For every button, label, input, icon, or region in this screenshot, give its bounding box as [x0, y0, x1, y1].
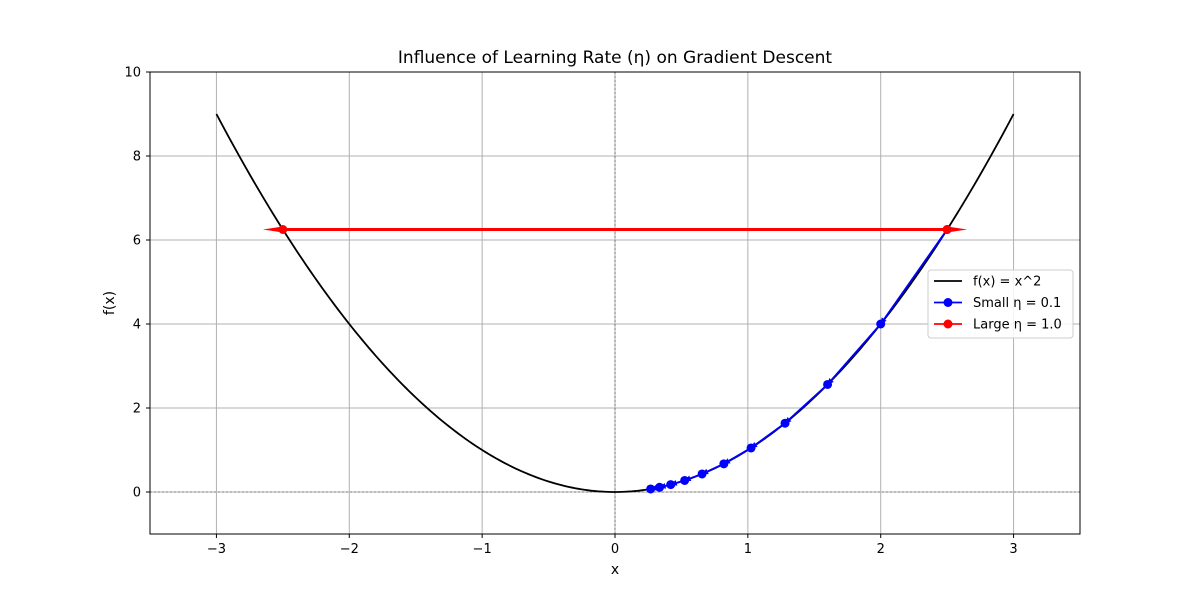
y-axis-label: f(x)	[102, 291, 118, 315]
x-tick-label: −2	[340, 542, 359, 557]
legend-box	[927, 269, 1074, 339]
step-arrow-head	[262, 226, 283, 233]
data-point	[823, 379, 833, 389]
legend-entry-1: Small η = 0.1	[934, 296, 1061, 311]
chart-title: Influence of Learning Rate (η) on Gradie…	[398, 48, 832, 68]
x-tick-label: 2	[877, 542, 885, 557]
step-arrow	[785, 383, 829, 424]
legend-marker	[943, 298, 953, 307]
data-point	[942, 225, 952, 234]
series-2	[262, 225, 968, 234]
legend-marker	[943, 319, 953, 329]
data-point	[655, 482, 665, 492]
y-tick-label: 10	[124, 66, 141, 81]
legend: f(x) = x^2 Small η = 0.1 Large η = 1.0	[927, 269, 1074, 339]
step-arrow	[827, 323, 882, 385]
legend-label: Small η = 0.1	[973, 296, 1061, 311]
series-line	[650, 228, 948, 490]
legend-entry-2: Large η = 1.0	[934, 318, 1062, 333]
data-point	[666, 480, 676, 490]
data-point	[780, 418, 790, 428]
x-tick-label: 0	[611, 542, 619, 557]
y-tick-label: 0	[133, 486, 141, 501]
x-tick-label: −3	[207, 542, 226, 557]
x-tick-label: −1	[473, 542, 492, 557]
data-point	[746, 443, 756, 453]
series-1	[646, 225, 952, 494]
data-point	[278, 225, 288, 234]
step-arrow	[751, 422, 786, 448]
legend-entry-0: f(x) = x^2	[934, 275, 1041, 290]
step-arrow	[282, 226, 968, 233]
y-tick-label: 4	[133, 318, 141, 333]
data-point	[719, 459, 729, 469]
y-tick-label: 2	[133, 402, 141, 417]
y-axis-ticks: 0 2 4 6 8 10	[124, 66, 150, 501]
data-point	[697, 469, 707, 479]
y-tick-label: 6	[133, 234, 141, 249]
step-arrow-shaft	[788, 383, 829, 420]
x-tick-label: 3	[1009, 542, 1017, 557]
x-axis-ticks: −3 −2 −1 0 1 2 3	[207, 534, 1018, 557]
data-point	[680, 475, 690, 485]
step-arrow	[723, 447, 752, 464]
x-tick-label: 1	[744, 542, 752, 557]
series-layer	[215, 113, 1015, 494]
data-point	[876, 319, 886, 329]
x-axis-label: x	[611, 562, 619, 578]
legend-label: f(x) = x^2	[973, 275, 1041, 290]
data-point	[646, 484, 656, 494]
y-tick-label: 8	[133, 150, 141, 165]
step-arrow-head	[947, 226, 968, 233]
legend-label: Large η = 1.0	[973, 318, 1062, 333]
step-arrow-shaft	[830, 323, 882, 381]
step-arrow-shaft	[755, 422, 786, 446]
step-arrow-shaft	[883, 229, 948, 320]
